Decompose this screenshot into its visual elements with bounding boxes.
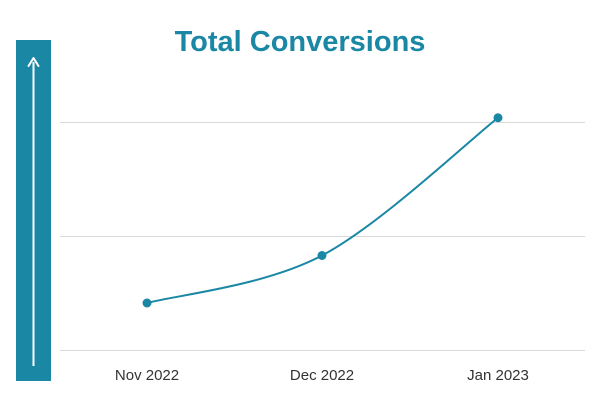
x-tick-label-nov-2022: Nov 2022 — [115, 367, 179, 384]
data-point-nov-2022 — [142, 298, 152, 308]
data-point-jan-2023 — [493, 113, 503, 123]
gridlines — [60, 122, 585, 351]
chart-title: Total Conversions — [174, 26, 426, 58]
series-line-0 — [146, 116, 499, 304]
x-tick-label-dec-2022: Dec 2022 — [290, 367, 354, 384]
x-tick-label-jan-2023: Jan 2023 — [467, 367, 529, 384]
y-axis-arrow — [27, 57, 40, 366]
series-layer — [142, 113, 503, 308]
x-tick-labels: Nov 2022 Dec 2022 Jan 2023 — [115, 367, 529, 384]
data-point-dec-2022 — [317, 251, 327, 260]
y-axis-arrow-head — [27, 57, 40, 67]
